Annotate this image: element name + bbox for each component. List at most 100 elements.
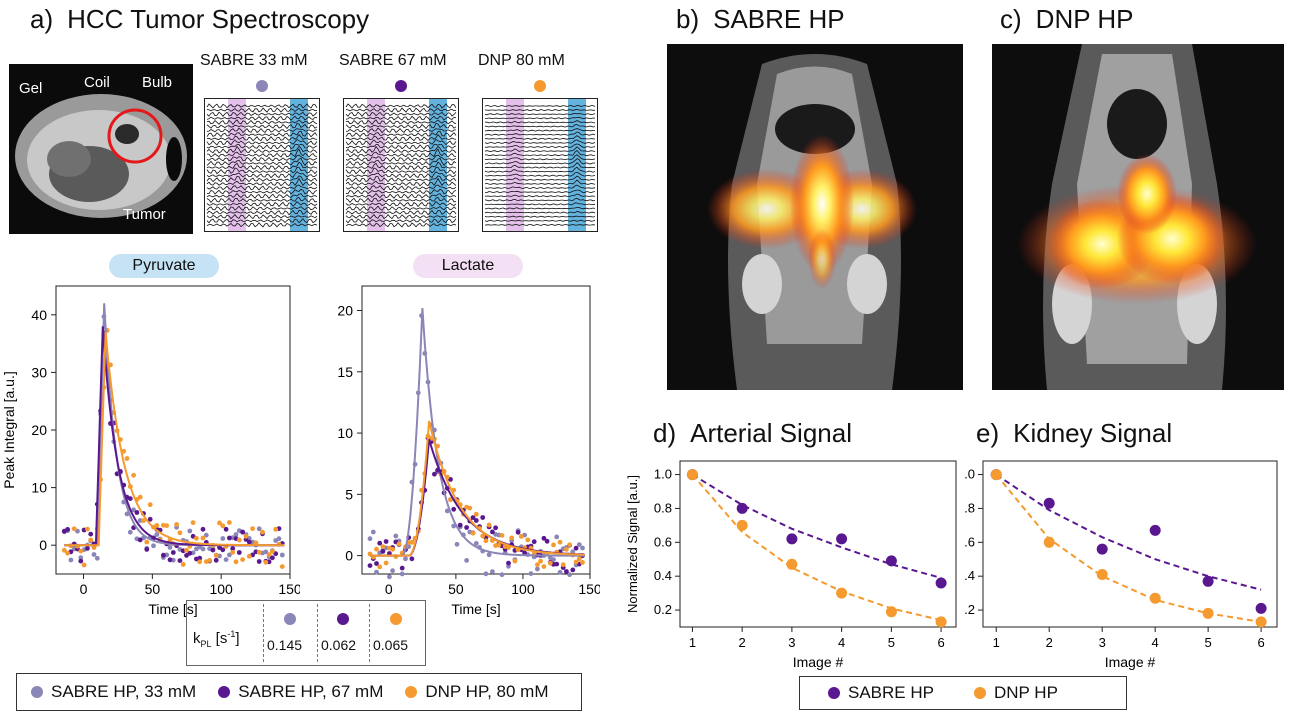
spectrum-trace: [345, 115, 457, 122]
spectrum-trace: [484, 143, 596, 149]
data-point: [203, 532, 209, 538]
data-point: [233, 559, 239, 565]
spectrum-trace: [345, 177, 457, 187]
data-point: [396, 541, 402, 547]
x-tick-label: 150: [578, 581, 600, 597]
data-point: [240, 529, 246, 535]
data-point: [499, 572, 505, 578]
data-point: [154, 532, 160, 537]
x-tick-label: 3: [1099, 635, 1106, 650]
y-axis-label: Normalized Signal [a.u.]: [625, 475, 640, 613]
data-point: [383, 539, 389, 544]
spectrum-trace: [206, 171, 318, 179]
spectrum-trace: [345, 130, 457, 138]
spectrum-trace: [484, 223, 596, 226]
data-point: [409, 556, 415, 562]
kpl-dot-sabre33: [284, 613, 296, 625]
y-tick-label: 0.6: [965, 534, 975, 549]
data-point: [233, 532, 239, 537]
lactate-label: Lactate: [413, 254, 523, 278]
y-tick-label: 0.8: [654, 500, 672, 515]
x-axis-label: Image #: [793, 654, 844, 670]
data-point: [457, 522, 463, 528]
data-point: [525, 537, 531, 543]
data-point: [246, 553, 252, 559]
spectrum-trace: [206, 111, 318, 117]
data-point: [531, 539, 537, 545]
data-point: [448, 497, 453, 503]
legend-de-dot-sabre: [828, 687, 840, 699]
panel-a-label: a): [30, 4, 54, 34]
data-point: [78, 555, 84, 561]
plot-frame: [679, 460, 957, 628]
kpl-dot-sabre67: [337, 613, 349, 625]
data-point: [151, 543, 156, 549]
data-point: [403, 556, 408, 562]
y-tick-label: 0.6: [654, 534, 672, 549]
data-point: [197, 555, 203, 561]
pyruvate-band: [290, 99, 308, 231]
x-axis-label: Time [s]: [148, 601, 197, 617]
spectrum-trace: [345, 157, 457, 167]
fit-line: [370, 438, 585, 557]
data-point: [935, 616, 947, 628]
data-point: [197, 559, 203, 565]
data-point: [81, 562, 87, 568]
data-point: [470, 515, 476, 520]
data-point: [154, 523, 160, 528]
label-tumor: Tumor: [123, 206, 166, 223]
data-point: [554, 561, 560, 567]
data-point: [85, 526, 90, 532]
data-point: [483, 538, 489, 544]
data-point: [279, 552, 285, 558]
data-point: [194, 535, 199, 541]
data-point: [518, 534, 524, 539]
data-point: [374, 546, 379, 552]
spectrum-trace: [484, 215, 596, 218]
x-tick-label: 150: [278, 581, 300, 597]
data-point: [836, 587, 848, 599]
data-point: [167, 545, 173, 550]
spectrum-trace: [345, 143, 457, 150]
spectrum-trace: [345, 171, 457, 179]
data-point: [786, 558, 798, 570]
data-point: [686, 469, 698, 481]
x-tick-label: 5: [1205, 635, 1212, 650]
spectrum-trace: [345, 166, 457, 175]
data-point: [570, 567, 576, 573]
legend-a-dot-sabre67: [218, 686, 231, 698]
data-point: [486, 552, 492, 558]
spectrum-trace: [206, 119, 318, 126]
data-point: [580, 560, 585, 565]
spectrum-trace: [345, 218, 457, 224]
data-point: [374, 561, 379, 566]
data-point: [174, 522, 180, 527]
data-point: [367, 563, 373, 568]
kpl-divider-1: [263, 604, 264, 662]
spectrum-trace: [345, 148, 457, 158]
data-point: [496, 542, 502, 548]
x-tick-label: 2: [1046, 635, 1053, 650]
data-point: [464, 525, 469, 530]
spectrum-trace: [484, 154, 596, 161]
y-tick-label: 1.0: [654, 467, 672, 482]
data-point: [560, 562, 566, 568]
y-tick-label: 0.4: [965, 568, 975, 583]
spectrum-trace: [206, 115, 318, 122]
data-point: [1149, 592, 1161, 604]
spectrum-stack-1: [343, 98, 459, 232]
data-point: [253, 540, 259, 546]
spectrum-trace: [206, 209, 318, 216]
data-point: [134, 510, 140, 515]
spectrum-trace: [206, 103, 318, 109]
legend-a-dot-sabre33: [31, 686, 43, 698]
data-point: [380, 549, 386, 554]
data-point: [490, 569, 495, 574]
data-point: [535, 566, 540, 572]
spectrum-trace: [345, 107, 457, 113]
data-point: [486, 522, 492, 528]
data-point: [144, 547, 150, 552]
legend-a-text-dnp: DNP HP, 80 mM: [425, 682, 549, 701]
data-point: [451, 506, 457, 512]
data-point: [1255, 616, 1267, 628]
